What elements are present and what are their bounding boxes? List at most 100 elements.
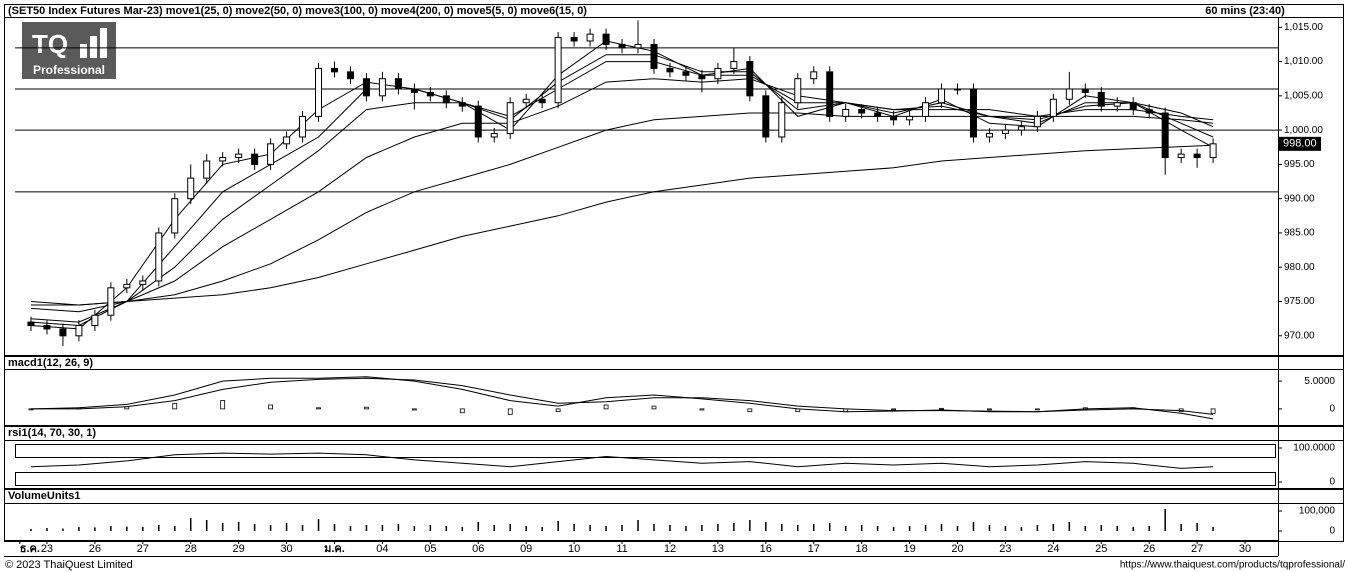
volume-bar [972, 522, 975, 531]
volume-bar [253, 524, 256, 531]
volume-bar [541, 527, 543, 531]
candle-body [299, 115, 307, 138]
histogram-bar [891, 408, 897, 411]
x-tick-label: 16 [760, 543, 772, 555]
volume-bar [1052, 524, 1055, 531]
volume-bar [605, 526, 607, 531]
candle-body [442, 95, 450, 104]
x-tick-label: 19 [903, 543, 915, 555]
moving-average [30, 40, 1214, 330]
candle-body [378, 78, 386, 97]
histogram-bar [220, 400, 226, 410]
histogram-bar [603, 404, 609, 410]
indicator-line [31, 377, 1214, 415]
x-tick-label: 26 [89, 543, 101, 555]
candle-body [874, 112, 882, 117]
histogram-bar [987, 408, 992, 411]
y-tick-label: 980.00 [1284, 262, 1315, 273]
candle-body [346, 71, 354, 80]
candle-body [490, 133, 498, 138]
moving-average [31, 144, 1214, 306]
moving-average [30, 112, 1214, 306]
candle-body [810, 71, 818, 80]
candle-body [235, 153, 243, 159]
volume-bar [30, 529, 32, 531]
candle-body [778, 102, 786, 138]
candle-body [1193, 153, 1201, 159]
candle-body [474, 105, 482, 138]
volume-bar [573, 524, 575, 531]
candle-body [1033, 115, 1041, 128]
volume-bar [142, 527, 144, 531]
volume-bar [653, 524, 655, 531]
candle-body [985, 133, 993, 138]
volume-bar [1036, 525, 1039, 531]
histogram-bar [172, 402, 178, 410]
candle-body [155, 232, 163, 282]
candle-body [75, 325, 83, 337]
logo-subtitle: Professional [33, 63, 105, 77]
volume-bar [828, 523, 831, 531]
volume-bar [381, 525, 384, 531]
y-tick-label: 1,005.00 [1284, 90, 1323, 101]
candle-body [602, 33, 610, 45]
candle-body [394, 78, 402, 90]
candle-body [283, 136, 291, 145]
volume-bar [285, 523, 288, 531]
volume-bar [1132, 527, 1134, 531]
timeframe: 60 mins (23:40) [1205, 5, 1285, 17]
candle-body [1049, 98, 1057, 117]
candle-body [730, 61, 738, 69]
candle-body [650, 43, 658, 69]
x-tick-label: ธ.ค. [20, 543, 40, 555]
panel-title: macd1(12, 26, 9) [8, 357, 93, 369]
moving-average [30, 54, 1214, 327]
y-tick-label: 970.00 [1284, 330, 1315, 341]
y-tick-label: 975.00 [1284, 296, 1315, 307]
volume-bar [237, 522, 240, 531]
volume-bar [493, 525, 495, 531]
x-tick-label: 13 [712, 543, 724, 555]
candle-body [618, 43, 626, 49]
candle-body [458, 102, 466, 107]
copyright: © 2023 ThaiQuest Limited [5, 559, 133, 571]
y-tick-label: 0 [1329, 404, 1335, 415]
x-tick-label: 10 [568, 543, 580, 555]
volume-bar [94, 527, 96, 531]
volume-bar [509, 524, 511, 531]
x-tick-label: 20 [951, 543, 963, 555]
volume-bar [126, 526, 128, 531]
candle-body [410, 88, 418, 93]
volume-bar [924, 525, 927, 531]
x-tick-label: 11 [616, 543, 627, 555]
x-tick-label: 30 [280, 543, 292, 555]
volume-bar [557, 521, 559, 531]
x-tick-label: 05 [424, 543, 436, 555]
x-tick-label: ม.ค. [324, 543, 345, 555]
volume-bar [717, 524, 719, 531]
candle-body [698, 74, 706, 80]
histogram-bar [747, 408, 753, 413]
volume-bar [685, 526, 687, 531]
candle-body [506, 102, 514, 135]
volume-bar [1020, 527, 1023, 531]
y-tick-label: 0 [1329, 477, 1335, 488]
candle-body [1017, 126, 1025, 131]
x-tick-label: 27 [137, 543, 149, 555]
candle-body [219, 157, 227, 162]
candle-body [794, 78, 802, 104]
volume-bar [189, 518, 192, 531]
y-tick-label: 5.0000 [1304, 376, 1335, 387]
candle-body [522, 98, 530, 104]
candle-body [1081, 88, 1089, 93]
x-tick-label: 09 [520, 543, 532, 555]
histogram-bar [268, 404, 273, 410]
candle-body [27, 321, 35, 327]
candle-body [1145, 109, 1153, 114]
last-price-label: 998.00 [1283, 138, 1317, 150]
candle-body [969, 88, 977, 138]
candle-body [842, 109, 850, 117]
rsi-overbought-band [15, 444, 1276, 458]
candle-body [139, 280, 147, 285]
